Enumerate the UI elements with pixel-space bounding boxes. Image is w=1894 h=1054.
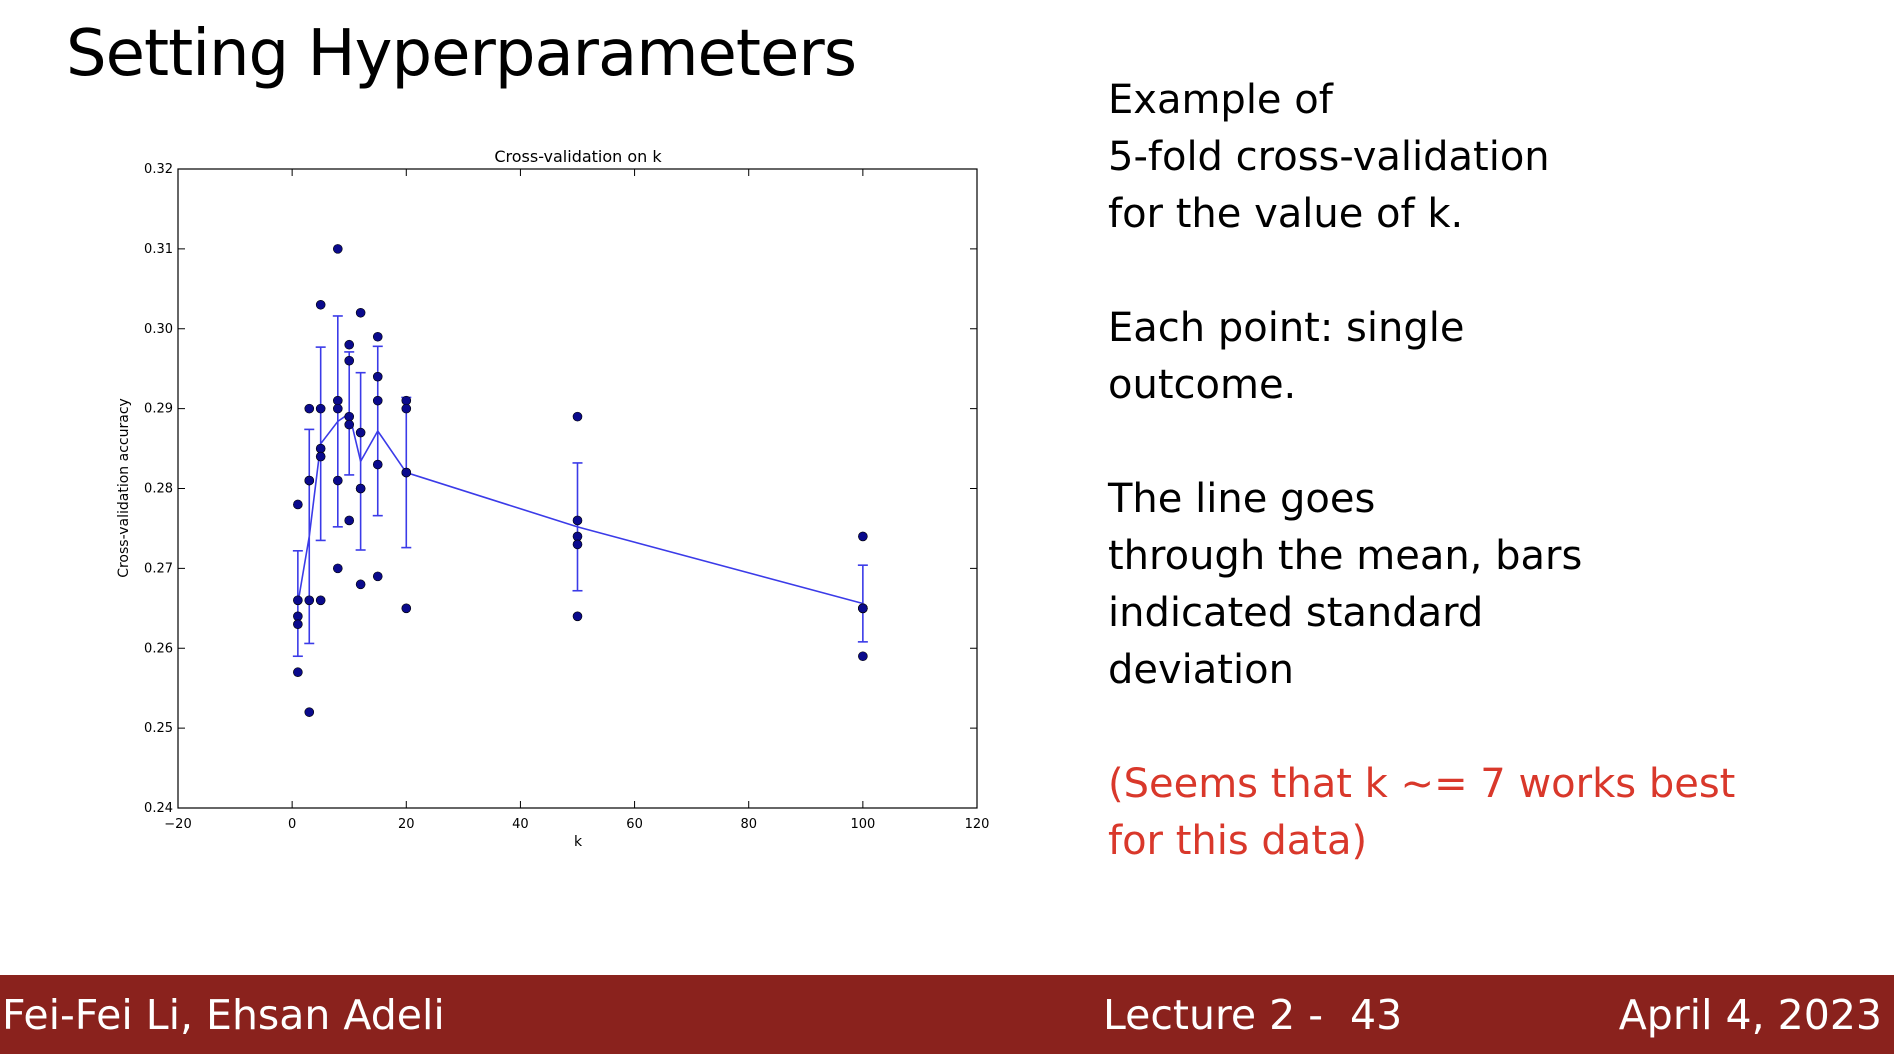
- footer-date: April 4, 2023: [1618, 991, 1882, 1039]
- data-point: [572, 411, 583, 422]
- data-point: [333, 563, 343, 574]
- y-tick-label: 0.27: [144, 561, 173, 576]
- data-point: [858, 531, 868, 542]
- explanation-paragraph-3: The line goes through the mean, bars ind…: [1108, 476, 1583, 693]
- data-point: [315, 299, 326, 310]
- x-tick-label: −20: [164, 817, 191, 832]
- data-point: [572, 539, 583, 550]
- data-point: [315, 403, 326, 414]
- chart-title: Cross-validation on k: [494, 147, 662, 166]
- slide-title: Setting Hyperparameters: [66, 17, 857, 91]
- data-point: [333, 395, 343, 406]
- point-layer: [293, 244, 868, 717]
- y-tick-label: 0.29: [144, 402, 173, 417]
- data-point: [344, 515, 355, 526]
- y-tick-label: 0.32: [144, 162, 173, 177]
- data-point: [293, 667, 303, 678]
- data-point: [304, 403, 315, 414]
- data-point: [372, 371, 383, 382]
- data-point: [372, 331, 383, 342]
- data-point: [355, 579, 366, 590]
- cross-validation-chart: Cross-validation on k −20 0 20 40 60 80 100 120…: [100, 140, 1000, 860]
- data-point: [858, 603, 868, 614]
- y-tick-label: 0.28: [144, 482, 173, 497]
- mean-line-layer: [292, 315, 868, 658]
- x-tick-label: 20: [398, 817, 415, 832]
- x-tick-label: 100: [850, 817, 875, 832]
- data-point: [355, 307, 366, 318]
- x-axis-label: k: [574, 834, 583, 850]
- x-tick-label: 40: [512, 817, 529, 832]
- data-point: [315, 451, 326, 462]
- data-point: [293, 611, 303, 622]
- data-point: [401, 467, 412, 478]
- data-point: [355, 483, 366, 494]
- data-point: [315, 443, 326, 454]
- slide-footer: Fei-Fei Li, Ehsan Adeli Lecture 2 - 43 A…: [0, 975, 1894, 1054]
- explanation-text: Example of 5-fold cross-validation for t…: [1108, 72, 1868, 870]
- data-point: [401, 395, 412, 406]
- explanation-paragraph-1: Example of 5-fold cross-validation for t…: [1108, 77, 1550, 237]
- y-tick-label: 0.24: [144, 801, 173, 816]
- data-point: [401, 403, 412, 414]
- data-point: [293, 595, 303, 606]
- data-point: [293, 499, 303, 510]
- y-tick-label: 0.31: [144, 242, 173, 257]
- data-point: [333, 244, 343, 254]
- y-axis-label: Cross-validation accuracy: [116, 398, 132, 578]
- data-point: [344, 419, 355, 430]
- data-point: [355, 427, 366, 438]
- data-point: [304, 707, 315, 717]
- y-tick-label: 0.26: [144, 641, 173, 656]
- y-tick-label: 0.30: [144, 322, 173, 337]
- data-point: [401, 603, 412, 614]
- mean-line: [297, 412, 864, 605]
- data-point: [333, 475, 343, 486]
- data-point: [344, 355, 355, 366]
- data-point: [344, 411, 355, 422]
- data-point: [315, 595, 326, 606]
- data-point: [293, 619, 303, 630]
- data-point: [333, 403, 343, 414]
- data-point: [304, 475, 315, 486]
- x-tick-label: 0: [288, 817, 296, 832]
- data-point: [372, 571, 383, 582]
- data-point: [372, 395, 383, 406]
- best-k-note: (Seems that k ~= 7 works best for this d…: [1108, 761, 1736, 864]
- data-point: [344, 339, 355, 350]
- data-point: [572, 611, 583, 622]
- footer-page-number: 43: [1350, 991, 1403, 1039]
- x-tick-label: 60: [626, 817, 643, 832]
- chart-svg: Cross-validation on k −20 0 20 40 60 80 100 120…: [116, 147, 989, 850]
- x-tick-label: 80: [740, 817, 757, 832]
- data-point: [372, 459, 383, 470]
- data-point: [304, 595, 315, 606]
- data-point: [572, 531, 583, 542]
- tick-layer: −20 0 20 40 60 80 100 120 0.24 0.25 0.26 0.27 0.28 0.…: [144, 162, 989, 832]
- explanation-paragraph-2: Each point: single outcome.: [1108, 305, 1465, 408]
- x-tick-label: 120: [965, 817, 990, 832]
- y-tick-label: 0.25: [144, 721, 173, 736]
- data-point: [572, 515, 583, 526]
- footer-authors: Fei-Fei Li, Ehsan Adeli: [2, 991, 445, 1039]
- footer-lecture: Lecture 2 -: [1103, 991, 1324, 1039]
- data-point: [858, 651, 868, 662]
